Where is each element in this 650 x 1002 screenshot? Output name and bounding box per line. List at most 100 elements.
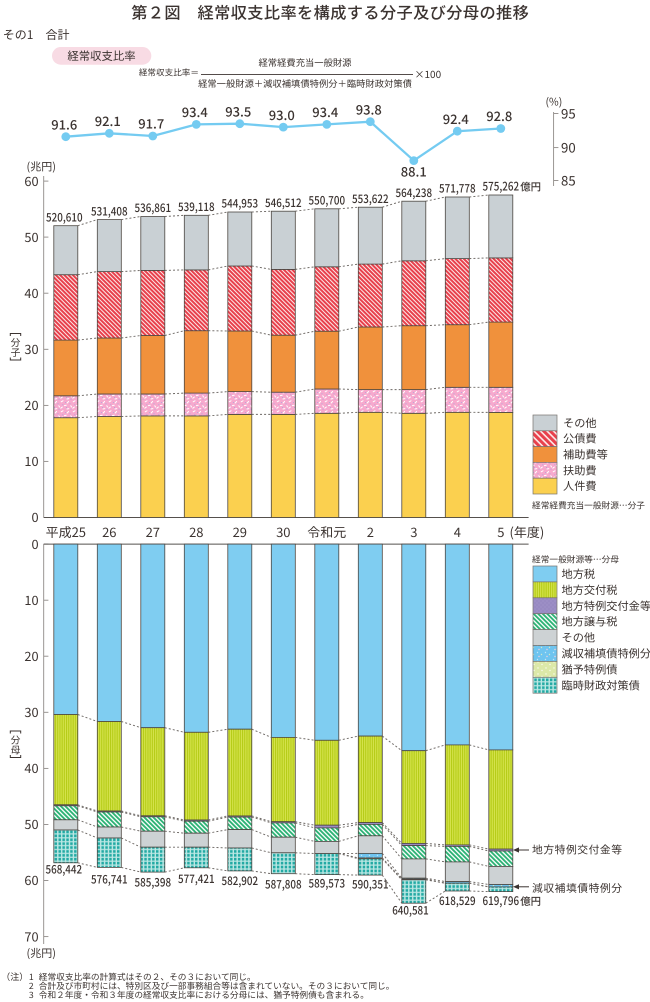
svg-text:93.0: 93.0 [269,105,295,124]
svg-text:91.7: 91.7 [138,114,164,133]
svg-text:590,351: 590,351 [352,876,389,893]
svg-text:26: 26 [102,522,116,541]
svg-text:553,622: 553,622 [352,190,389,207]
svg-text:30: 30 [276,522,290,541]
svg-text:臨時財政対策債: 臨時財政対策債 [562,677,640,693]
svg-text:母: 母 [11,743,21,757]
svg-text:経常収支比率＝: 経常収支比率＝ [139,66,199,78]
svg-text:70: 70 [24,926,38,945]
svg-text:経常収支比率: 経常収支比率 [67,48,135,64]
svg-text:564,238: 564,238 [396,184,433,201]
svg-text:猶予特例債: 猶予特例債 [562,661,618,677]
svg-text:50: 50 [24,227,38,246]
svg-text:20: 20 [24,646,38,665]
svg-text:93.8: 93.8 [356,99,382,118]
svg-text:地方譲与税: 地方譲与税 [562,614,618,630]
svg-text:20: 20 [24,395,38,414]
svg-text:50: 50 [24,814,38,833]
svg-text:令和元: 令和元 [307,522,346,541]
svg-text:585,398: 585,398 [135,874,172,891]
svg-text:(兆円): (兆円) [27,159,56,175]
svg-text:589,573: 589,573 [309,875,346,892]
svg-text:経常経費充当一般財源: 経常経費充当一般財源 [259,55,353,69]
svg-text:30: 30 [24,339,38,358]
svg-text:減収補填債特例分: 減収補填債特例分 [532,880,622,896]
svg-text:(年度): (年度) [510,522,545,541]
svg-text:546,512: 546,512 [265,194,302,211]
svg-text:経常経費充当一般財源…分子: 経常経費充当一般財源…分子 [532,499,645,512]
svg-text:539,118: 539,118 [178,198,215,215]
svg-text:第２図 経常収支比率を構成する分子及び分母の推移: 第２図 経常収支比率を構成する分子及び分母の推移 [131,0,529,23]
svg-text:550,700: 550,700 [309,192,346,209]
svg-text:544,953: 544,953 [222,195,259,212]
svg-text:28: 28 [189,522,203,541]
svg-text:92.8: 92.8 [486,106,512,125]
svg-text:経常一般財源等…分母: 経常一般財源等…分母 [532,553,619,566]
svg-text:地方税: 地方税 [562,566,596,582]
svg-text:その他: その他 [563,415,597,431]
svg-text:531,408: 531,408 [91,202,128,219]
svg-text:85: 85 [561,170,576,189]
svg-text:3: 3 [410,522,417,541]
svg-text:×100: ×100 [415,66,442,81]
svg-text:92.1: 92.1 [95,111,121,130]
svg-text:3: 3 [29,988,34,1001]
svg-text:536,861: 536,861 [135,199,172,216]
svg-text:（注）: （注） [1,970,28,983]
svg-text:60: 60 [24,870,38,889]
svg-text:4: 4 [454,522,461,541]
svg-text:分: 分 [11,335,21,349]
svg-text:575,262億円: 575,262億円 [483,178,542,195]
svg-text:補助費等: 補助費等 [563,447,608,463]
svg-text:10: 10 [24,590,38,609]
svg-text:88.1: 88.1 [401,161,427,180]
svg-text:10: 10 [24,451,38,470]
svg-text:0: 0 [31,507,38,526]
svg-text:587,808: 587,808 [265,876,302,893]
svg-text:40: 40 [24,283,38,302]
svg-text:27: 27 [146,522,160,541]
svg-text:令和２年度・令和３年度の経常収支比率における分母には、猶予特: 令和２年度・令和３年度の経常収支比率における分母には、猶予特例債も含まれる。 [39,988,369,1001]
svg-text:地方特例交付金等: 地方特例交付金等 [532,841,622,857]
svg-text:経常収支比率の計算式はその２、その３において同じ。: 経常収支比率の計算式はその２、その３において同じ。 [39,970,256,983]
svg-text:5: 5 [497,522,504,541]
svg-text:93.5: 93.5 [225,101,251,120]
svg-text:0: 0 [31,534,38,553]
svg-text:公債費: 公債費 [563,431,597,447]
svg-text:92.4: 92.4 [443,109,470,128]
svg-text:2: 2 [367,522,374,541]
svg-text:合計及び市町村には、特別区及び一部事務組合等は含まれていない: 合計及び市町村には、特別区及び一部事務組合等は含まれていない。その３において同じ… [39,979,395,992]
svg-text:619,796億円: 619,796億円 [483,892,542,909]
svg-text:577,421: 577,421 [178,870,215,887]
svg-text:減収補填債特例分: 減収補填債特例分 [562,646,650,662]
svg-text:568,442: 568,442 [46,860,83,877]
svg-text:93.4: 93.4 [312,102,339,121]
svg-text:平成25: 平成25 [46,522,86,541]
svg-text:95: 95 [561,103,576,122]
svg-text:扶助費: 扶助費 [563,462,597,478]
svg-text:経常一般財源＋減収補填債特例分＋臨時財政対策債: 経常一般財源＋減収補填債特例分＋臨時財政対策債 [198,76,412,90]
svg-text:その他: その他 [562,630,596,646]
svg-text:30: 30 [24,702,38,721]
svg-text:1: 1 [29,970,34,983]
svg-text:地方特例交付金等: 地方特例交付金等 [562,598,650,614]
svg-text:60: 60 [24,171,38,190]
svg-text:93.4: 93.4 [182,102,209,121]
svg-text:人件費: 人件費 [563,478,597,494]
svg-text:90: 90 [561,137,576,156]
svg-text:576,741: 576,741 [91,870,128,887]
svg-text:618,529: 618,529 [439,892,476,909]
svg-text:地方交付税: 地方交付税 [562,582,618,598]
svg-text:2: 2 [29,979,34,992]
svg-text:分: 分 [11,733,21,747]
svg-text:40: 40 [24,758,38,777]
svg-text:子: 子 [11,345,21,359]
svg-text:91.6: 91.6 [51,114,77,133]
svg-text:(兆円): (兆円) [27,945,56,961]
svg-text:640,581: 640,581 [392,902,429,919]
svg-text:571,778: 571,778 [439,180,476,197]
svg-text:520,610: 520,610 [46,208,83,225]
svg-text:582,902: 582,902 [222,872,259,889]
svg-text:その1 合計: その1 合計 [3,26,70,43]
svg-text:(%): (%) [546,95,563,110]
